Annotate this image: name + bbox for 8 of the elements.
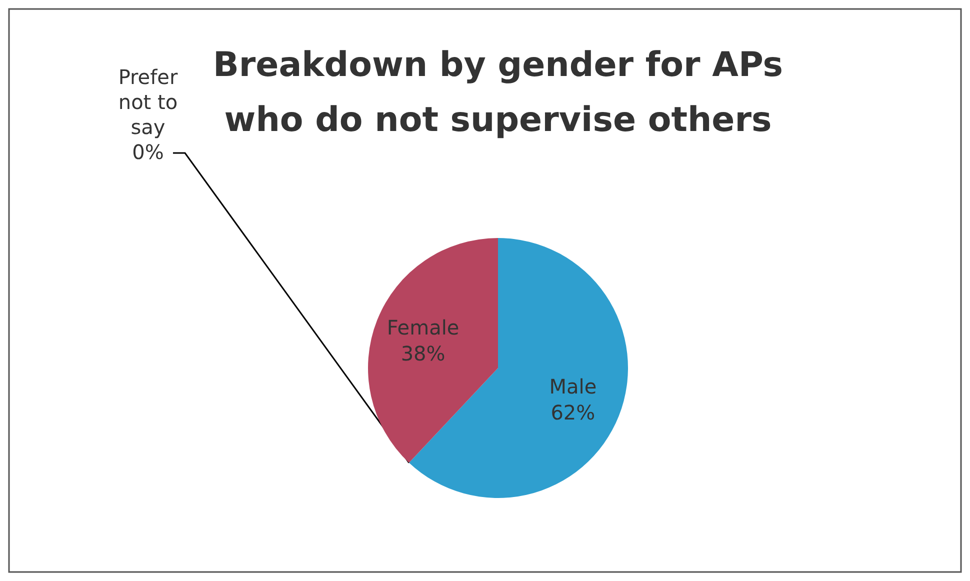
slice-label: Male	[549, 374, 597, 399]
pie-slice	[368, 238, 498, 463]
category-label: Prefer not to say	[118, 65, 178, 139]
slice-label: Female	[386, 315, 460, 340]
data-label: 38%	[400, 341, 446, 366]
chart-title: Breakdown by gender for APs who do not supervise others	[212, 45, 784, 140]
data-label: 62%	[550, 400, 596, 425]
text: 0%	[132, 140, 164, 164]
